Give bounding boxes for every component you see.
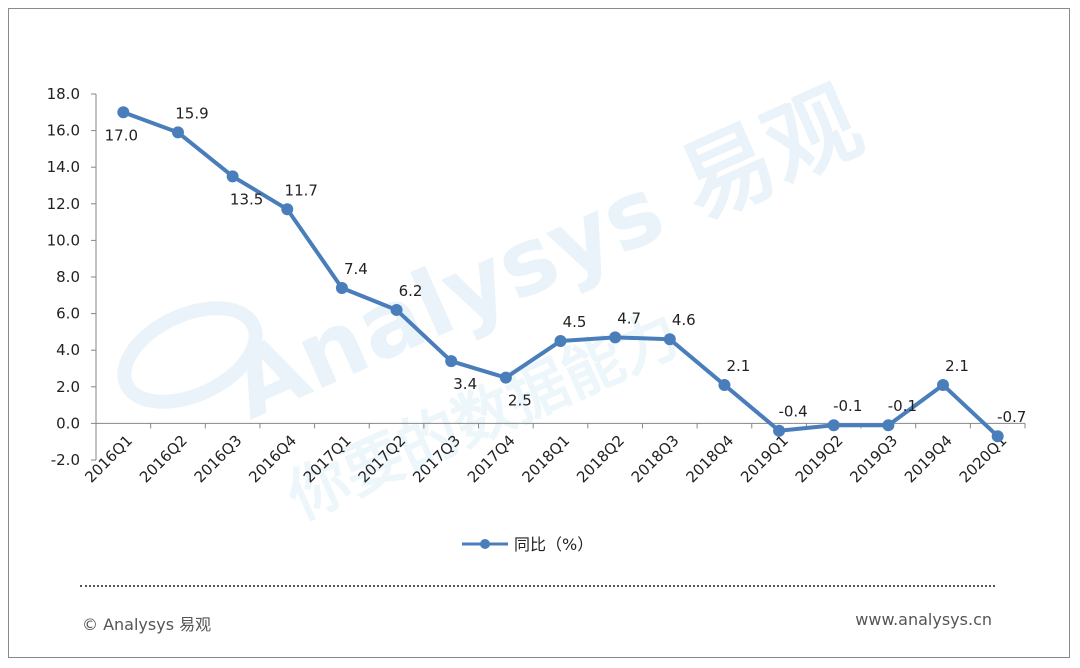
data-points: [117, 106, 1004, 443]
data-label: 7.4: [344, 260, 368, 278]
data-label: 2.1: [727, 357, 751, 375]
x-tick-label: 2018Q4: [682, 432, 737, 487]
x-tick-label: 2016Q3: [191, 432, 246, 487]
data-point: [335, 281, 348, 294]
x-tick-label: 2018Q2: [573, 432, 628, 487]
data-label: 4.5: [563, 313, 587, 331]
data-label: 2.5: [508, 392, 532, 410]
y-tick-label: 0.0: [56, 414, 80, 432]
data-label: 15.9: [175, 104, 208, 122]
data-point: [390, 303, 403, 316]
legend-marker-icon: [480, 539, 490, 549]
chart-frame: [8, 8, 1070, 658]
data-point: [117, 106, 130, 119]
data-point: [226, 170, 239, 183]
data-label: -0.1: [833, 397, 862, 415]
x-tick-label: 2016Q1: [81, 432, 136, 487]
x-tick-label: 2019Q1: [737, 432, 792, 487]
data-label: -0.7: [997, 408, 1026, 426]
data-point: [773, 424, 786, 437]
data-label: 11.7: [285, 181, 318, 199]
data-point: [663, 333, 676, 346]
y-tick-label: 16.0: [47, 122, 80, 140]
x-tick-label: 2019Q3: [846, 432, 901, 487]
y-tick-label: 10.0: [47, 231, 80, 249]
y-tick-label: -2.0: [51, 451, 80, 469]
data-labels: 17.0 15.9 13.5 11.7 7.4 6.2 3.4 2.5 4.5 4.7 4.6 2.1…: [105, 104, 1027, 426]
data-label: 3.4: [453, 375, 477, 393]
y-tick-label: 14.0: [47, 158, 80, 176]
y-tick-label: 12.0: [47, 195, 80, 213]
data-point: [718, 378, 731, 391]
footer-divider: [80, 585, 995, 587]
x-tick-label: 2018Q1: [519, 432, 574, 487]
y-axis-ticks: 18.0 16.0 14.0 12.0 10.0 8.0 6.0 4.0 2.0 0.0 -2.0: [47, 85, 96, 469]
data-label: 6.2: [399, 282, 423, 300]
data-label: -0.4: [778, 403, 807, 421]
data-point: [827, 419, 840, 432]
footer-website[interactable]: www.analysys.cn: [855, 610, 992, 629]
data-point: [499, 371, 512, 384]
x-tick-label: 2018Q3: [628, 432, 683, 487]
data-point: [171, 126, 184, 139]
data-point: [554, 335, 567, 348]
data-label: 17.0: [105, 126, 138, 144]
x-tick-label: 2016Q2: [136, 432, 191, 487]
y-tick-label: 2.0: [56, 378, 80, 396]
data-point: [991, 430, 1004, 443]
data-point: [882, 419, 895, 432]
y-tick-label: 4.0: [56, 341, 80, 359]
x-tick-label: 2019Q2: [792, 432, 847, 487]
data-point: [609, 331, 622, 344]
data-label: 13.5: [230, 190, 263, 208]
data-point: [445, 355, 458, 368]
legend: 同比（%）: [462, 535, 593, 554]
data-label: -0.1: [888, 397, 917, 415]
data-point: [937, 378, 950, 391]
data-point: [281, 203, 294, 216]
x-axis-ticks: 2016Q1 2016Q2 2016Q3 2016Q4 2017Q1 2017Q2 2017…: [81, 423, 1026, 487]
data-label: 4.7: [617, 309, 641, 327]
y-tick-label: 18.0: [47, 85, 80, 103]
legend-label: 同比（%）: [514, 535, 593, 554]
data-label: 4.6: [672, 311, 696, 329]
x-tick-label: 2019Q4: [901, 432, 956, 487]
y-tick-label: 6.0: [56, 305, 80, 323]
y-tick-label: 8.0: [56, 268, 80, 286]
data-label: 2.1: [945, 357, 969, 375]
footer-copyright: © Analysys 易观: [82, 615, 212, 634]
